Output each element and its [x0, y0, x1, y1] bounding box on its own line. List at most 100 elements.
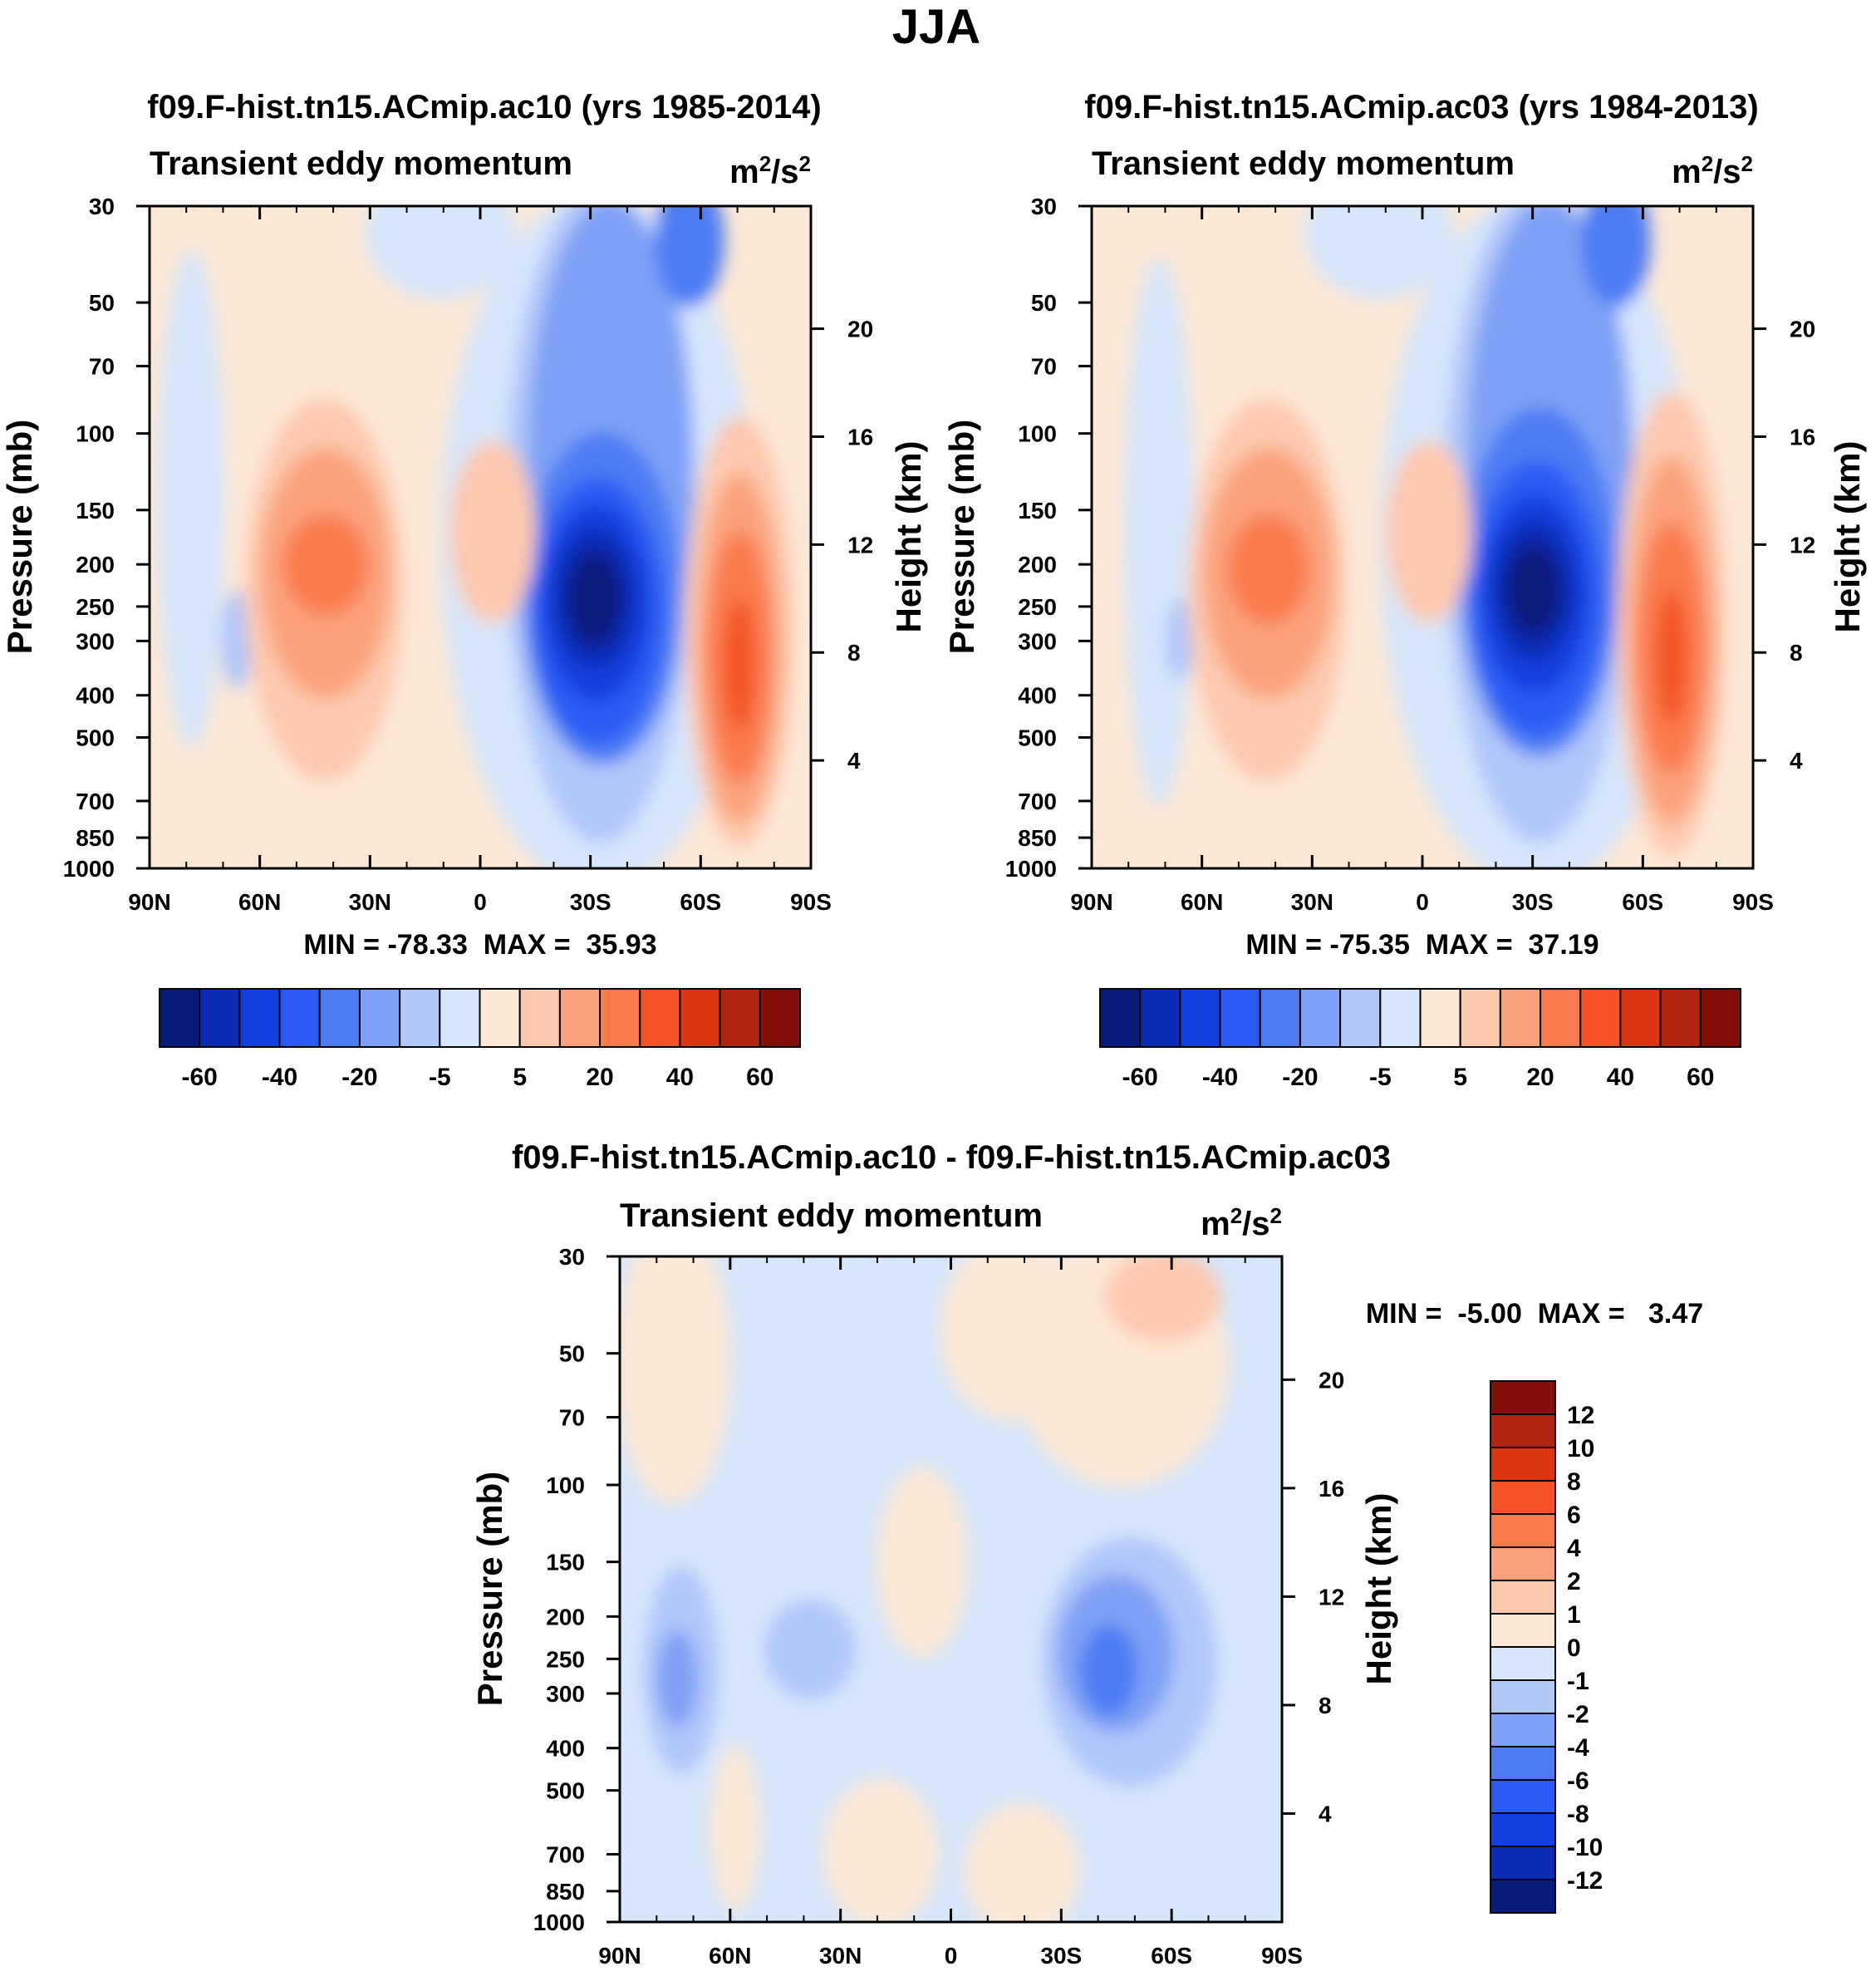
pos-region	[449, 440, 536, 623]
colorbar-swatch	[1339, 988, 1382, 1048]
x-tick-label: 60S	[1622, 889, 1663, 915]
panel-subtitle: Transient eddy momentum	[1092, 145, 1515, 182]
units-label: m2/s2	[1201, 1203, 1282, 1242]
colorbar-swatch	[358, 988, 401, 1048]
y-tick-label: 700	[546, 1842, 585, 1868]
units-label: m2/s2	[1672, 151, 1753, 190]
colorbar-label: -5	[1369, 1064, 1392, 1091]
colorbar-swatch	[1219, 988, 1261, 1048]
contour-field	[1092, 206, 1753, 868]
colorbar-swatch	[1490, 1447, 1556, 1482]
colorbar-swatch	[1490, 1846, 1556, 1880]
colorbar-horizontal: -60 -40 -20 -5 5 20 40 60	[1099, 988, 1741, 1091]
colorbar-label: -1	[1567, 1668, 1589, 1695]
y-tick-label: 150	[76, 498, 115, 524]
x-tick-label: 90N	[598, 1943, 641, 1969]
y-axis-label: Pressure (mb)	[470, 1472, 509, 1706]
colorbar-swatch	[1490, 1812, 1556, 1847]
y-tick-label: 1000	[1005, 856, 1057, 882]
height-tick-label: 16	[847, 424, 873, 450]
panel-title: f09.F-hist.tn15.ACmip.ac10 - f09.F-hist.…	[512, 1139, 1391, 1176]
y-tick-label: 200	[546, 1604, 585, 1630]
colorbar-swatch	[1259, 988, 1301, 1048]
colorbar-swatch	[1490, 1480, 1556, 1515]
colorbar-swatch	[199, 988, 241, 1048]
x-tick-label: 30S	[570, 889, 611, 915]
y-tick-label: 250	[546, 1646, 585, 1672]
x-tick-label: 90S	[790, 889, 832, 915]
y-tick-label: 50	[1031, 290, 1057, 316]
figure-title: JJA	[892, 0, 980, 54]
panel-difference: f09.F-hist.tn15.ACmip.ac10 - f09.F-hist.…	[470, 1139, 1703, 1969]
x-tick-label: 0	[945, 1943, 958, 1969]
x-tick-label: 30S	[1512, 889, 1554, 915]
colorbar-horizontal: -60 -40 -20 -5 5 20 40 60	[159, 988, 801, 1091]
neg-region	[655, 206, 724, 307]
colorbar-label: 2	[1567, 1568, 1581, 1595]
height-tick-label: 20	[1319, 1367, 1344, 1393]
panel-ac03: f09.F-hist.tn15.ACmip.ac03 (yrs 1984-201…	[942, 89, 1867, 961]
x-tick-label: 0	[474, 889, 487, 915]
neg-region	[1081, 1625, 1137, 1716]
x-tick-label: 0	[1416, 889, 1429, 915]
y-axis-label-right: Height (km)	[889, 441, 928, 633]
y-tick-label: 70	[559, 1405, 585, 1431]
neg-region	[158, 249, 224, 748]
colorbar-swatch	[238, 988, 281, 1048]
colorbar-swatch	[1419, 988, 1461, 1048]
colorbar-swatch	[318, 988, 361, 1048]
y-tick-label: 100	[546, 1472, 585, 1498]
y-tick-label: 500	[546, 1778, 585, 1804]
height-tick-label: 4	[1319, 1801, 1332, 1826]
y-tick-label: 850	[546, 1879, 585, 1905]
y-tick-label: 300	[546, 1681, 585, 1707]
colorbar-label: 20	[1526, 1064, 1554, 1091]
colorbar-swatch	[1379, 988, 1422, 1048]
height-tick-label: 16	[1319, 1476, 1344, 1502]
neg-region	[1506, 544, 1561, 636]
colorbar-label: 8	[1567, 1468, 1581, 1496]
neg-region	[1124, 258, 1194, 806]
pos-region	[823, 1778, 939, 1922]
colorbar-label: -10	[1567, 1834, 1603, 1861]
colorbar-label: -40	[262, 1064, 297, 1091]
colorbar-label: -60	[1122, 1064, 1158, 1091]
colorbar-swatch	[159, 988, 201, 1048]
height-tick-label: 12	[847, 532, 873, 558]
x-tick-label: 90N	[128, 889, 170, 915]
height-tick-label: 8	[1790, 640, 1803, 666]
colorbar-label: 60	[1687, 1064, 1714, 1091]
contour-field	[620, 1256, 1282, 1922]
y-axis-label: Pressure (mb)	[0, 420, 39, 654]
axes: 90N 60N 30N 0 30S 60S 90S 30 50 70 100 150 200 250 300…	[533, 1244, 1344, 1969]
y-tick-label: 70	[1031, 354, 1057, 380]
colorbar-label: 5	[513, 1064, 527, 1091]
neg-region	[220, 590, 253, 690]
y-tick-label: 850	[1018, 825, 1057, 851]
x-tick-label: 30N	[1291, 889, 1333, 915]
y-tick-label: 50	[559, 1341, 585, 1367]
y-tick-label: 400	[1018, 683, 1057, 709]
x-tick-label: 60S	[1151, 1943, 1192, 1969]
y-tick-label: 150	[546, 1550, 585, 1575]
pos-region	[939, 1256, 1088, 1421]
stats-label: MIN = -78.33 MAX = 35.93	[303, 929, 656, 961]
colorbar-swatch	[558, 988, 602, 1048]
colorbar-swatch	[1490, 1746, 1556, 1781]
neg-region	[366, 206, 515, 299]
y-tick-label: 30	[559, 1244, 585, 1270]
colorbar-swatch	[1179, 988, 1221, 1048]
colorbar-label: -40	[1202, 1064, 1238, 1091]
colorbar-label: 1	[1567, 1601, 1581, 1629]
pos-region	[1229, 515, 1309, 623]
colorbar-label: 5	[1453, 1064, 1467, 1091]
y-tick-label: 400	[546, 1736, 585, 1762]
colorbar-swatch	[599, 988, 641, 1048]
colorbar-swatch	[278, 988, 321, 1048]
height-tick-label: 4	[847, 748, 861, 774]
y-tick-label: 100	[76, 421, 115, 447]
pos-region	[1105, 1256, 1221, 1342]
colorbar-swatch	[679, 988, 721, 1048]
colorbar-swatch	[1540, 988, 1582, 1048]
colorbar-label: 0	[1567, 1634, 1581, 1662]
